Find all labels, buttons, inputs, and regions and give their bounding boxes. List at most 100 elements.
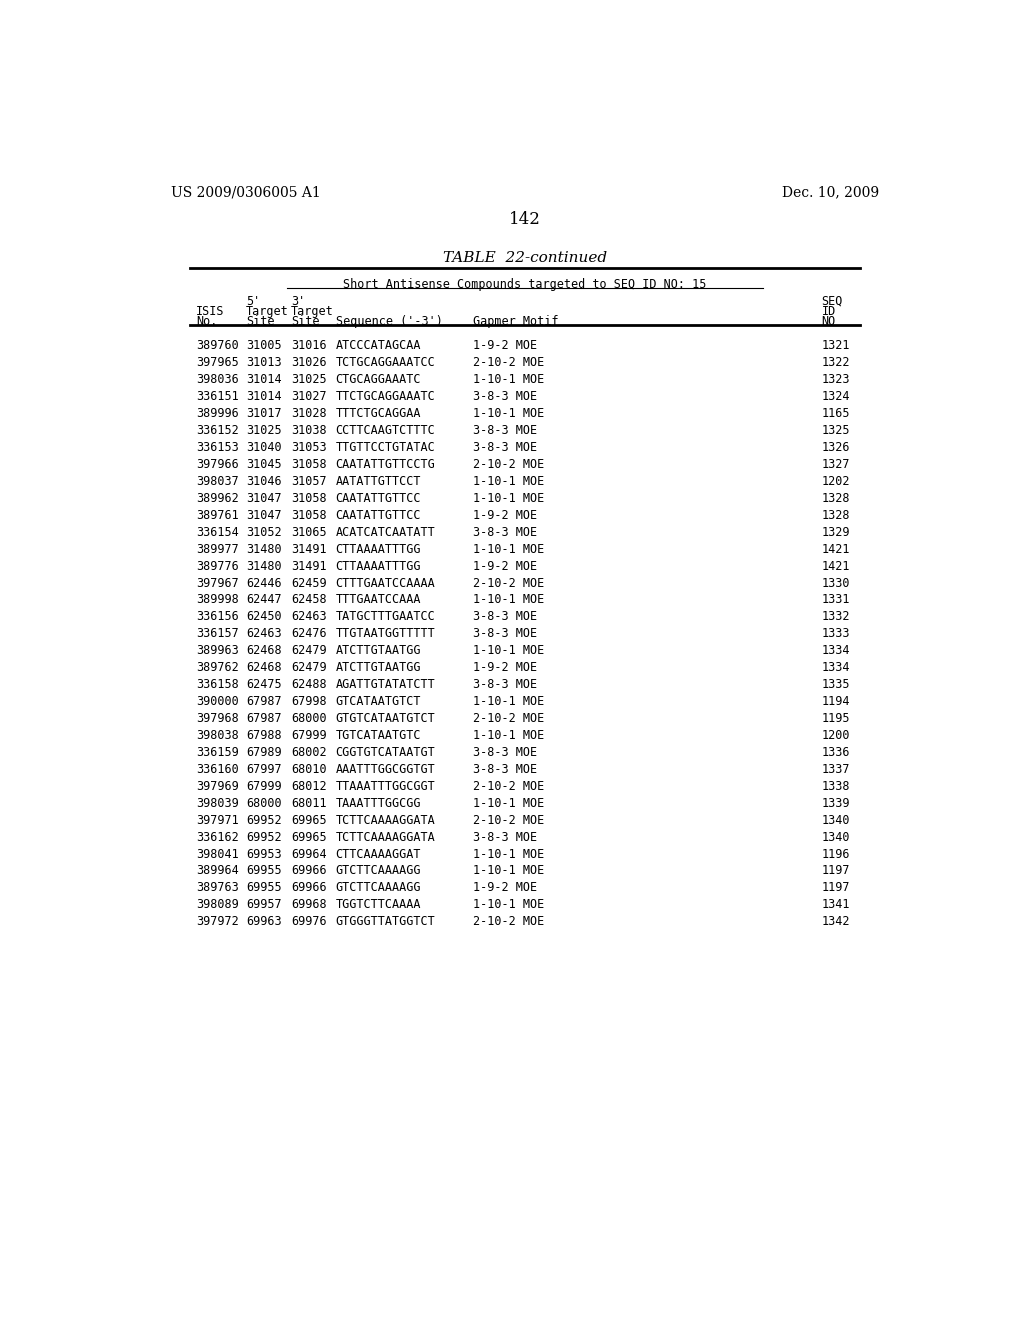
Text: 3-8-3 MOE: 3-8-3 MOE — [473, 424, 537, 437]
Text: 3-8-3 MOE: 3-8-3 MOE — [473, 678, 537, 692]
Text: 1197: 1197 — [821, 865, 850, 878]
Text: 1-10-1 MOE: 1-10-1 MOE — [473, 594, 544, 606]
Text: Gapmer Motif: Gapmer Motif — [473, 314, 558, 327]
Text: GTCATAATGTCT: GTCATAATGTCT — [336, 696, 421, 708]
Text: TGGTCTTCAAAA: TGGTCTTCAAAA — [336, 899, 421, 911]
Text: 69964: 69964 — [291, 847, 327, 861]
Text: 68010: 68010 — [291, 763, 327, 776]
Text: 62463: 62463 — [246, 627, 282, 640]
Text: US 2009/0306005 A1: US 2009/0306005 A1 — [171, 185, 321, 199]
Text: 31057: 31057 — [291, 475, 327, 488]
Text: No.: No. — [197, 314, 217, 327]
Text: CTTAAAATTTGG: CTTAAAATTTGG — [336, 560, 421, 573]
Text: 68012: 68012 — [291, 780, 327, 793]
Text: 2-10-2 MOE: 2-10-2 MOE — [473, 915, 544, 928]
Text: 1-10-1 MOE: 1-10-1 MOE — [473, 492, 544, 504]
Text: 69966: 69966 — [291, 882, 327, 895]
Text: 1342: 1342 — [821, 915, 850, 928]
Text: 1-10-1 MOE: 1-10-1 MOE — [473, 899, 544, 911]
Text: Site: Site — [246, 314, 274, 327]
Text: 1322: 1322 — [821, 356, 850, 370]
Text: 62463: 62463 — [291, 610, 327, 623]
Text: 62450: 62450 — [246, 610, 282, 623]
Text: 67997: 67997 — [246, 763, 282, 776]
Text: 31052: 31052 — [246, 525, 282, 539]
Text: 3': 3' — [291, 294, 305, 308]
Text: 1329: 1329 — [821, 525, 850, 539]
Text: ATCCCATAGCAA: ATCCCATAGCAA — [336, 339, 421, 352]
Text: ATCTTGTAATGG: ATCTTGTAATGG — [336, 644, 421, 657]
Text: 69957: 69957 — [246, 899, 282, 911]
Text: 62447: 62447 — [246, 594, 282, 606]
Text: 1165: 1165 — [821, 407, 850, 420]
Text: 1202: 1202 — [821, 475, 850, 488]
Text: 31025: 31025 — [291, 374, 327, 387]
Text: 1333: 1333 — [821, 627, 850, 640]
Text: 31065: 31065 — [291, 525, 327, 539]
Text: 1-10-1 MOE: 1-10-1 MOE — [473, 797, 544, 809]
Text: 1331: 1331 — [821, 594, 850, 606]
Text: 397971: 397971 — [197, 813, 239, 826]
Text: 1335: 1335 — [821, 678, 850, 692]
Text: 1324: 1324 — [821, 391, 850, 403]
Text: 62475: 62475 — [246, 678, 282, 692]
Text: ATCTTGTAATGG: ATCTTGTAATGG — [336, 661, 421, 675]
Text: AATATTGTTCCT: AATATTGTTCCT — [336, 475, 421, 488]
Text: 398039: 398039 — [197, 797, 239, 809]
Text: 1200: 1200 — [821, 729, 850, 742]
Text: 336160: 336160 — [197, 763, 239, 776]
Text: 397967: 397967 — [197, 577, 239, 590]
Text: 1340: 1340 — [821, 813, 850, 826]
Text: 2-10-2 MOE: 2-10-2 MOE — [473, 458, 544, 471]
Text: TTTGAATCCAAA: TTTGAATCCAAA — [336, 594, 421, 606]
Text: 389977: 389977 — [197, 543, 239, 556]
Text: 398041: 398041 — [197, 847, 239, 861]
Text: 31045: 31045 — [246, 458, 282, 471]
Text: 398036: 398036 — [197, 374, 239, 387]
Text: 389776: 389776 — [197, 560, 239, 573]
Text: 336162: 336162 — [197, 830, 239, 843]
Text: 69966: 69966 — [291, 865, 327, 878]
Text: 336156: 336156 — [197, 610, 239, 623]
Text: 1-10-1 MOE: 1-10-1 MOE — [473, 543, 544, 556]
Text: CTGCAGGAAATC: CTGCAGGAAATC — [336, 374, 421, 387]
Text: 62468: 62468 — [246, 661, 282, 675]
Text: TCTTCAAAAGGATA: TCTTCAAAAGGATA — [336, 830, 435, 843]
Text: 62459: 62459 — [291, 577, 327, 590]
Text: 397968: 397968 — [197, 711, 239, 725]
Text: 389996: 389996 — [197, 407, 239, 420]
Text: 31491: 31491 — [291, 560, 327, 573]
Text: 67987: 67987 — [246, 711, 282, 725]
Text: 1421: 1421 — [821, 543, 850, 556]
Text: 1-10-1 MOE: 1-10-1 MOE — [473, 475, 544, 488]
Text: 69965: 69965 — [291, 830, 327, 843]
Text: CTTTGAATCCAAAA: CTTTGAATCCAAAA — [336, 577, 435, 590]
Text: 397969: 397969 — [197, 780, 239, 793]
Text: 389963: 389963 — [197, 644, 239, 657]
Text: 31016: 31016 — [291, 339, 327, 352]
Text: SEQ: SEQ — [821, 294, 843, 308]
Text: 67998: 67998 — [291, 696, 327, 708]
Text: 1-10-1 MOE: 1-10-1 MOE — [473, 847, 544, 861]
Text: 31040: 31040 — [246, 441, 282, 454]
Text: 1196: 1196 — [821, 847, 850, 861]
Text: 1-9-2 MOE: 1-9-2 MOE — [473, 508, 537, 521]
Text: 1-9-2 MOE: 1-9-2 MOE — [473, 339, 537, 352]
Text: TATGCTTTGAATCC: TATGCTTTGAATCC — [336, 610, 435, 623]
Text: 31017: 31017 — [246, 407, 282, 420]
Text: 1323: 1323 — [821, 374, 850, 387]
Text: 1337: 1337 — [821, 763, 850, 776]
Text: 31058: 31058 — [291, 458, 327, 471]
Text: Target: Target — [246, 305, 289, 318]
Text: CTTCAAAAGGAT: CTTCAAAAGGAT — [336, 847, 421, 861]
Text: 69952: 69952 — [246, 813, 282, 826]
Text: Site: Site — [291, 314, 319, 327]
Text: 69965: 69965 — [291, 813, 327, 826]
Text: 336154: 336154 — [197, 525, 239, 539]
Text: CAATATTGTTCC: CAATATTGTTCC — [336, 508, 421, 521]
Text: GTGGGTTATGGTCT: GTGGGTTATGGTCT — [336, 915, 435, 928]
Text: 1328: 1328 — [821, 492, 850, 504]
Text: 3-8-3 MOE: 3-8-3 MOE — [473, 441, 537, 454]
Text: ISIS: ISIS — [197, 305, 224, 318]
Text: 2-10-2 MOE: 2-10-2 MOE — [473, 711, 544, 725]
